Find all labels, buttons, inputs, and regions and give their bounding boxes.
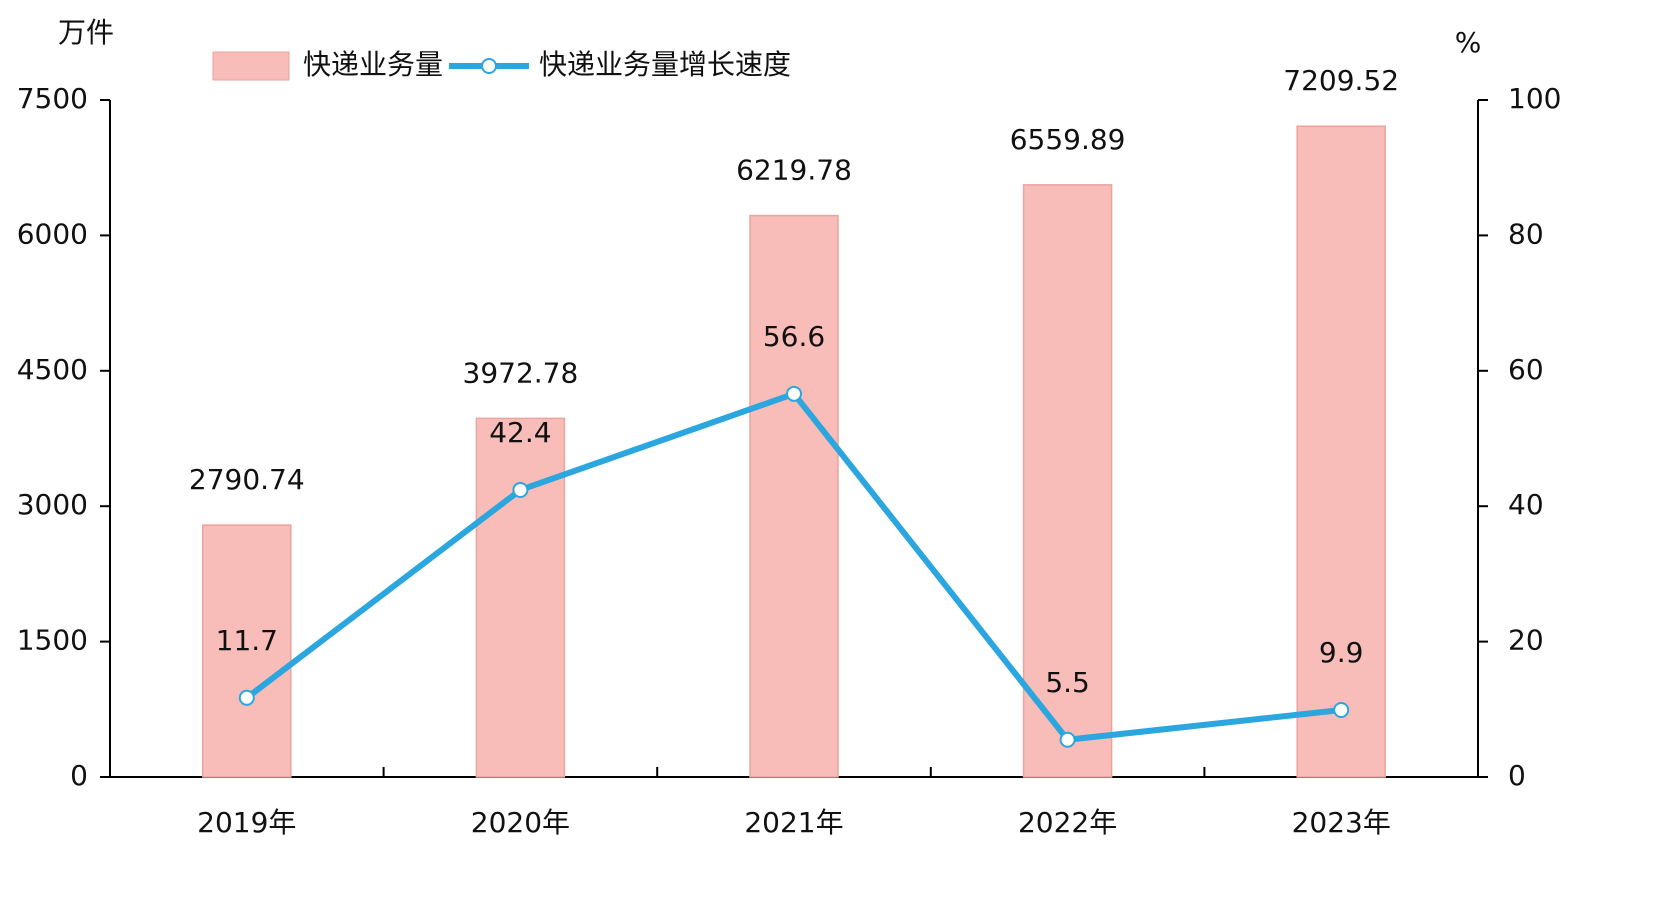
- x-tick-label: 2022年: [1018, 806, 1117, 839]
- y2-tick-label: 0: [1508, 759, 1526, 792]
- y-tick-label: 3000: [17, 488, 88, 521]
- y2-axis-unit: %: [1455, 26, 1482, 59]
- line-value-label: 42.4: [489, 416, 551, 449]
- line-marker: [238, 689, 255, 706]
- line-value-label: 56.6: [763, 320, 825, 353]
- line-marker: [786, 385, 802, 402]
- y-tick-label: 0: [70, 759, 88, 792]
- bar-value-label: 7209.52: [1283, 64, 1399, 97]
- bar: [202, 524, 292, 778]
- y2-tick-label: 100: [1508, 82, 1561, 115]
- line-marker: [1059, 731, 1076, 748]
- bar: [475, 417, 566, 778]
- line-value-label: 9.9: [1319, 636, 1364, 669]
- y2-tick-label: 60: [1508, 353, 1544, 386]
- bar-value-label: 3972.78: [463, 356, 579, 389]
- legend-swatch: [212, 51, 290, 81]
- legend-marker: [481, 58, 498, 74]
- line-marker: [512, 481, 529, 498]
- line-value-label: 11.7: [216, 624, 278, 657]
- line-value-label: 5.5: [1045, 666, 1090, 699]
- bar-value-label: 2790.74: [189, 463, 305, 496]
- y2-tick-label: 20: [1508, 624, 1544, 657]
- y-axis-unit: 万件: [58, 16, 114, 49]
- bar: [1022, 184, 1113, 778]
- legend-label: 快递业务量: [303, 48, 443, 81]
- x-tick-label: 2019年: [197, 806, 296, 839]
- bar-value-label: 6559.89: [1010, 123, 1126, 156]
- y2-tick-label: 80: [1508, 217, 1544, 250]
- x-tick-label: 2020年: [471, 806, 570, 839]
- y-tick-label: 7500: [17, 82, 88, 115]
- bar-value-label: 6219.78: [736, 154, 852, 187]
- y2-tick-label: 40: [1508, 488, 1544, 521]
- line-marker: [1333, 701, 1350, 718]
- bar: [1296, 125, 1386, 778]
- x-tick-label: 2021年: [744, 806, 843, 839]
- bar: [749, 214, 839, 778]
- x-tick-label: 2023年: [1292, 806, 1391, 839]
- y-tick-label: 1500: [17, 624, 88, 657]
- y-tick-label: 6000: [17, 217, 88, 250]
- legend-label: 快递业务量增长速度: [539, 48, 791, 81]
- y-tick-label: 4500: [17, 353, 88, 386]
